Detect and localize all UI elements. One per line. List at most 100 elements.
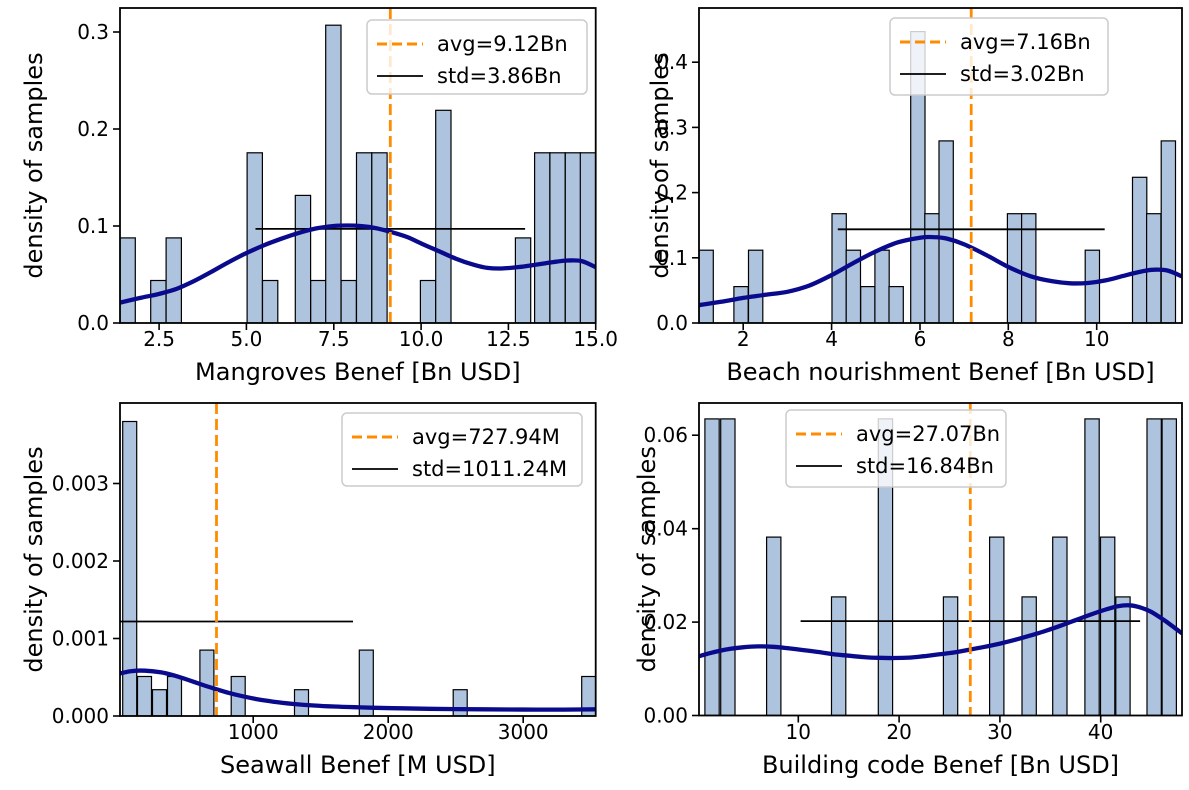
axes-frame: [698, 402, 1183, 717]
y-axis-label: density of samples: [633, 446, 661, 672]
histogram-bar: [246, 152, 264, 323]
y-tick-label: 0.04: [643, 517, 688, 541]
histogram-bar: [533, 152, 551, 323]
x-axis-label: Seawall Benef [M USD]: [220, 751, 496, 779]
histogram-bar: [704, 418, 720, 716]
y-tick-label: 0.02: [643, 610, 688, 634]
histogram-bar: [136, 675, 153, 716]
y-tick-label: 0.000: [52, 704, 109, 728]
axes-frame: [119, 402, 597, 717]
histogram-bar: [1021, 596, 1037, 716]
y-tick-label: 0.3: [656, 115, 688, 139]
legend-avg-label: avg=27.07Bn: [856, 422, 1000, 446]
y-tick-label: 0.06: [643, 423, 688, 447]
histogram-bar: [452, 689, 468, 716]
histogram-bar: [1020, 213, 1037, 323]
histogram-bars: [704, 418, 1177, 716]
y-axis-label: density of samples: [646, 52, 674, 278]
kde-curve: [120, 668, 596, 712]
x-axis-label: Beach nourishment Benef [Bn USD]: [726, 358, 1154, 386]
histogram-bar: [371, 152, 388, 323]
subplot-1: avg=7.16Bn std=3.02Bn 2 4 6 8 10 0.0 0.1 0.2 0.3 0.…: [646, 7, 1183, 386]
histogram-bar: [564, 152, 582, 323]
histogram-bar: [1099, 536, 1116, 716]
y-tick-label: 0.0: [656, 311, 688, 335]
y-tick-label: 0.0: [77, 311, 109, 335]
histogram-bar: [1115, 596, 1131, 716]
x-tick-label: 6: [914, 327, 927, 351]
histogram-bar: [514, 237, 532, 323]
histogram-bar: [340, 279, 358, 323]
y-tick-label: 0.001: [52, 627, 109, 651]
histogram-bars: [120, 24, 596, 323]
legend-box: [341, 412, 583, 487]
x-tick-label: 12.5: [486, 327, 531, 351]
x-tick-label: 2000: [363, 720, 414, 744]
kde-curve: [699, 234, 1182, 308]
histogram-bar: [874, 249, 890, 323]
legend-box: [889, 17, 1109, 96]
y-tick-label: 0.1: [77, 214, 109, 238]
histogram-bar: [310, 279, 327, 323]
histogram-bar: [151, 689, 168, 716]
histogram-bar: [549, 152, 566, 323]
histogram-bar: [1084, 418, 1100, 716]
x-tick-label: 40: [1088, 720, 1113, 744]
histogram-bar: [1084, 249, 1101, 323]
histogram-bar: [355, 152, 373, 323]
histogram-bar: [294, 194, 312, 323]
legend: avg=9.12Bn std=3.86Bn: [366, 19, 588, 95]
histogram-bar: [888, 286, 904, 323]
histogram-bar: [720, 418, 736, 716]
kde-curve: [120, 223, 596, 305]
histogram-bar: [419, 279, 437, 323]
y-axis-label: density of samples: [20, 446, 48, 672]
subplot-0: avg=9.12Bn std=3.86Bn 2.5 5.0 7.5 10.0 12.5 15.…: [20, 7, 618, 386]
histogram-bar: [1131, 176, 1148, 323]
legend-std-label: std=3.02Bn: [960, 62, 1085, 86]
axes-frame: [698, 7, 1183, 324]
legend-std-label: std=3.86Bn: [437, 64, 562, 88]
histogram-bar: [747, 249, 764, 323]
histogram-bar: [122, 420, 138, 716]
legend-std-label: std=1011.24M: [412, 457, 567, 481]
x-tick-label: 30: [987, 720, 1012, 744]
axes-frame: [119, 7, 597, 324]
histogram-bar: [699, 249, 714, 323]
y-tick-label: 0.3: [77, 20, 109, 44]
x-tick-label: 7.5: [318, 327, 350, 351]
x-tick-label: 4: [825, 327, 838, 351]
x-tick-label: 3000: [498, 720, 549, 744]
y-tick-label: 0.003: [52, 472, 109, 496]
histogram-bar: [435, 109, 452, 323]
histogram-bar: [1160, 140, 1177, 323]
x-tick-label: 2.5: [143, 327, 175, 351]
kde-curve: [699, 603, 1182, 661]
histogram-bar: [581, 675, 596, 716]
x-tick-label: 10: [786, 720, 811, 744]
histogram-bar: [261, 279, 279, 323]
x-tick-label: 8: [1002, 327, 1015, 351]
y-tick-label: 0.00: [643, 704, 688, 728]
histogram-bar: [1146, 418, 1162, 716]
histogram-bar: [938, 140, 954, 323]
x-tick-label: 2: [737, 327, 750, 351]
histogram-bar: [579, 152, 596, 323]
y-axis-label: density of samples: [20, 52, 48, 278]
x-tick-label: 10.0: [399, 327, 444, 351]
histogram-bar: [166, 675, 183, 716]
histogram-bar: [942, 596, 959, 716]
legend-avg-label: avg=727.94M: [412, 425, 560, 449]
x-tick-label: 1000: [228, 720, 279, 744]
legend-box: [785, 409, 1007, 488]
histogram-bars: [699, 31, 1177, 323]
histogram-bar: [325, 24, 342, 323]
legend-avg-label: avg=7.16Bn: [960, 30, 1091, 54]
x-tick-label: 15.0: [573, 327, 618, 351]
histogram-bar: [165, 237, 183, 323]
subplot-2: avg=727.94M std=1011.24M 1000 2000 3000 0.000…: [20, 402, 597, 779]
legend: avg=27.07Bn std=16.84Bn: [785, 409, 1007, 488]
legend-std-label: std=16.84Bn: [856, 454, 994, 478]
